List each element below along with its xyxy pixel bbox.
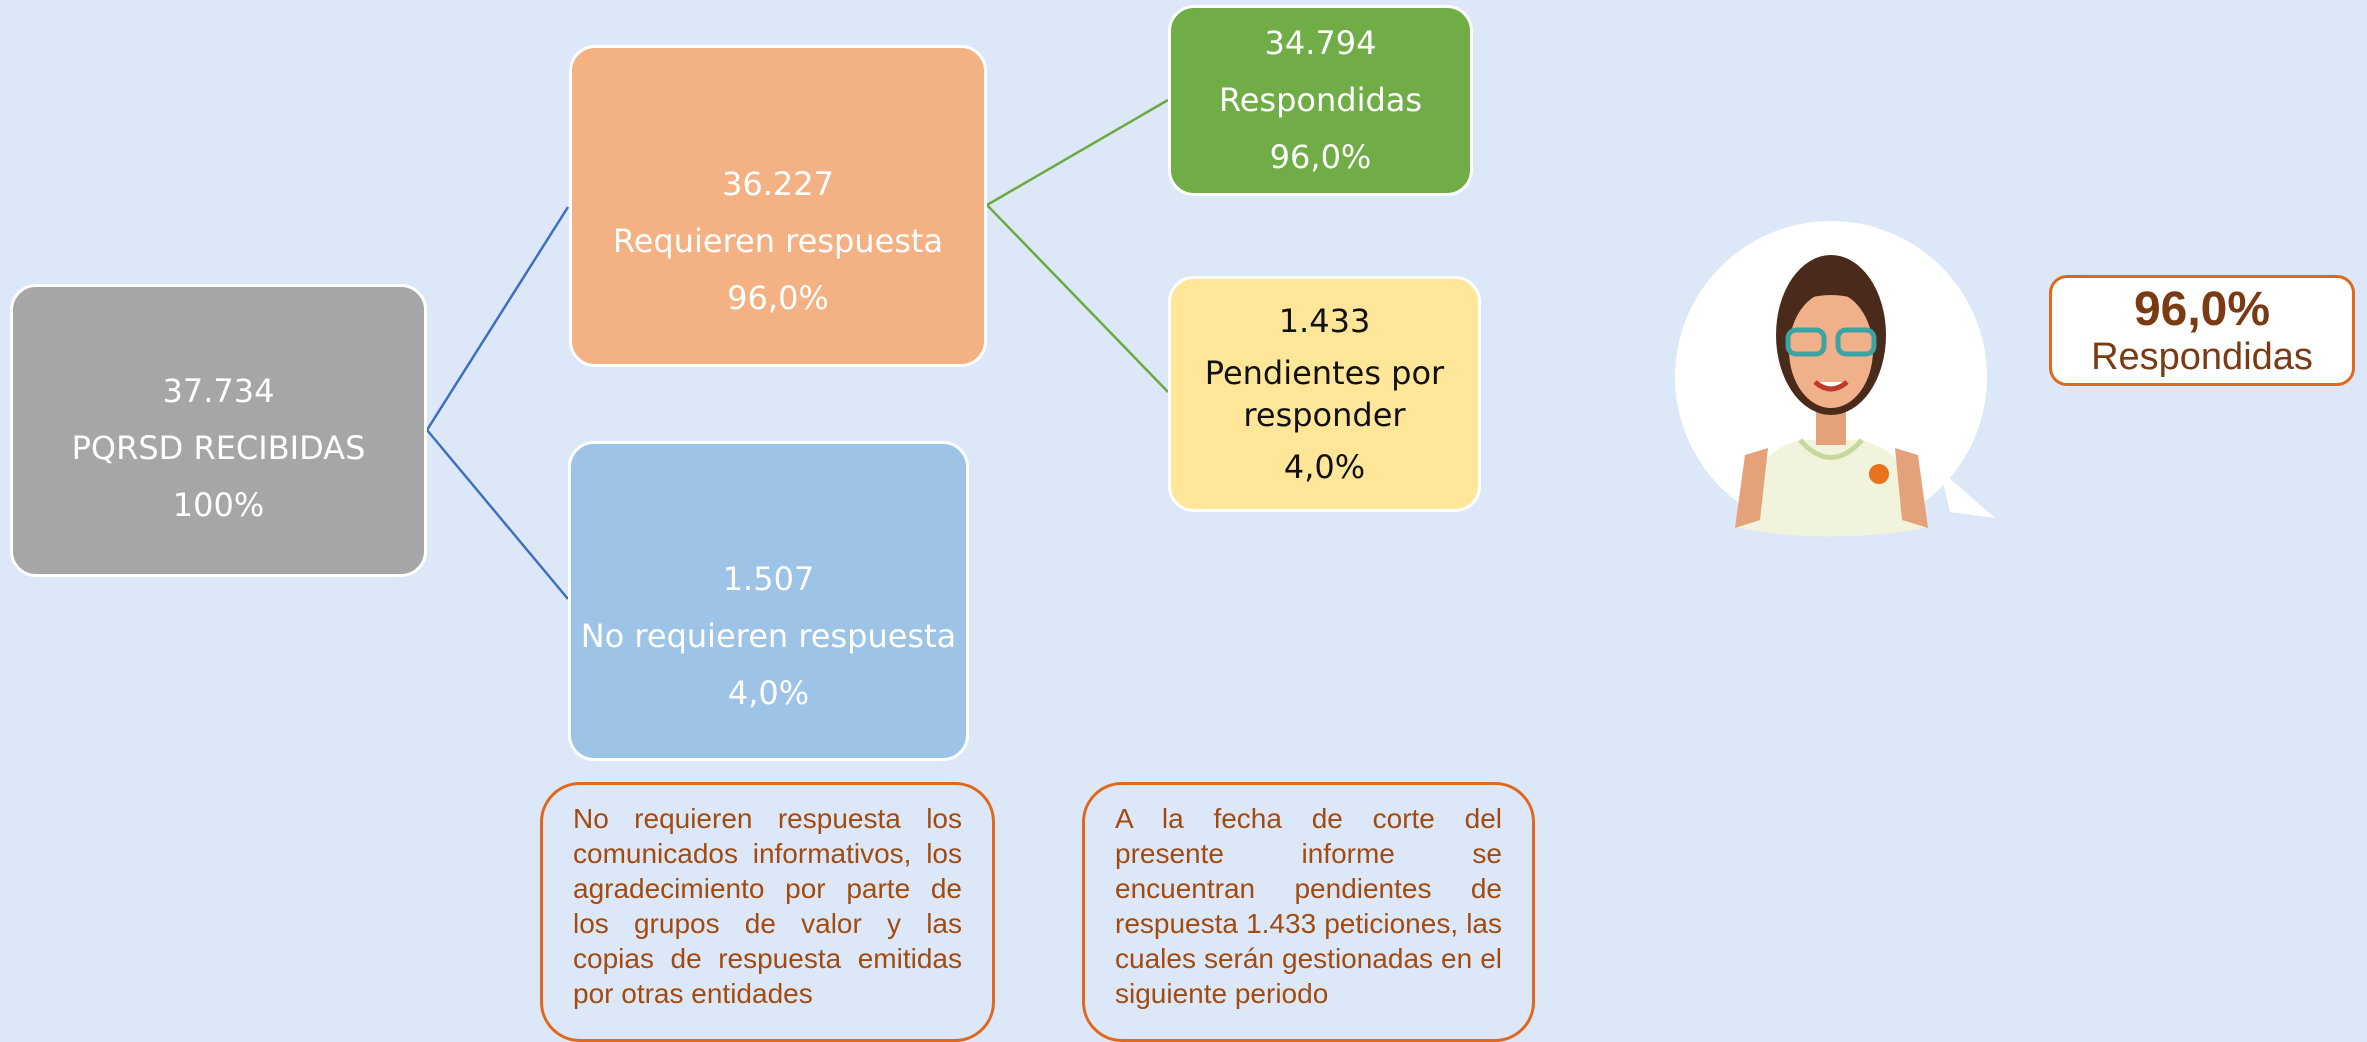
- connector: [987, 205, 1168, 392]
- node-value: 34.794: [1265, 15, 1377, 72]
- node-label: Pendientes por responder: [1171, 352, 1478, 436]
- node-label: Requieren respuesta: [613, 213, 943, 270]
- node-value: 37.734: [163, 363, 275, 420]
- node-percent: 96,0%: [727, 270, 829, 327]
- node-label: Respondidas: [1219, 72, 1422, 129]
- badge-percent: 96,0%: [2134, 284, 2270, 336]
- page: 37.734PQRSD RECIBIDAS100% 36.227Requiere…: [0, 0, 2367, 1027]
- badge: 96,0%Respondidas: [2049, 275, 2355, 386]
- node-value: 1.433: [1279, 300, 1371, 342]
- node-percent: 4,0%: [1284, 446, 1365, 488]
- node-value: 36.227: [722, 156, 834, 213]
- connector: [427, 207, 568, 430]
- note: A la fecha de corte del presente informe…: [1082, 782, 1535, 1042]
- node-pending: 1.433 Pendientes por responder 4,0%: [1168, 276, 1481, 512]
- note: No requieren respuesta los comunicados i…: [540, 782, 995, 1042]
- node-label: PQRSD RECIBIDAS: [72, 420, 366, 477]
- node-percent: 96,0%: [1270, 129, 1372, 186]
- node-value: 1.507: [723, 551, 815, 608]
- avatar: [1675, 221, 1995, 537]
- connector: [987, 100, 1168, 205]
- node-percent: 4,0%: [728, 665, 809, 722]
- connector: [427, 430, 568, 599]
- node-label: No requieren respuesta: [581, 608, 957, 665]
- node-percent: 100%: [173, 477, 264, 534]
- badge-label: Respondidas: [2091, 336, 2313, 378]
